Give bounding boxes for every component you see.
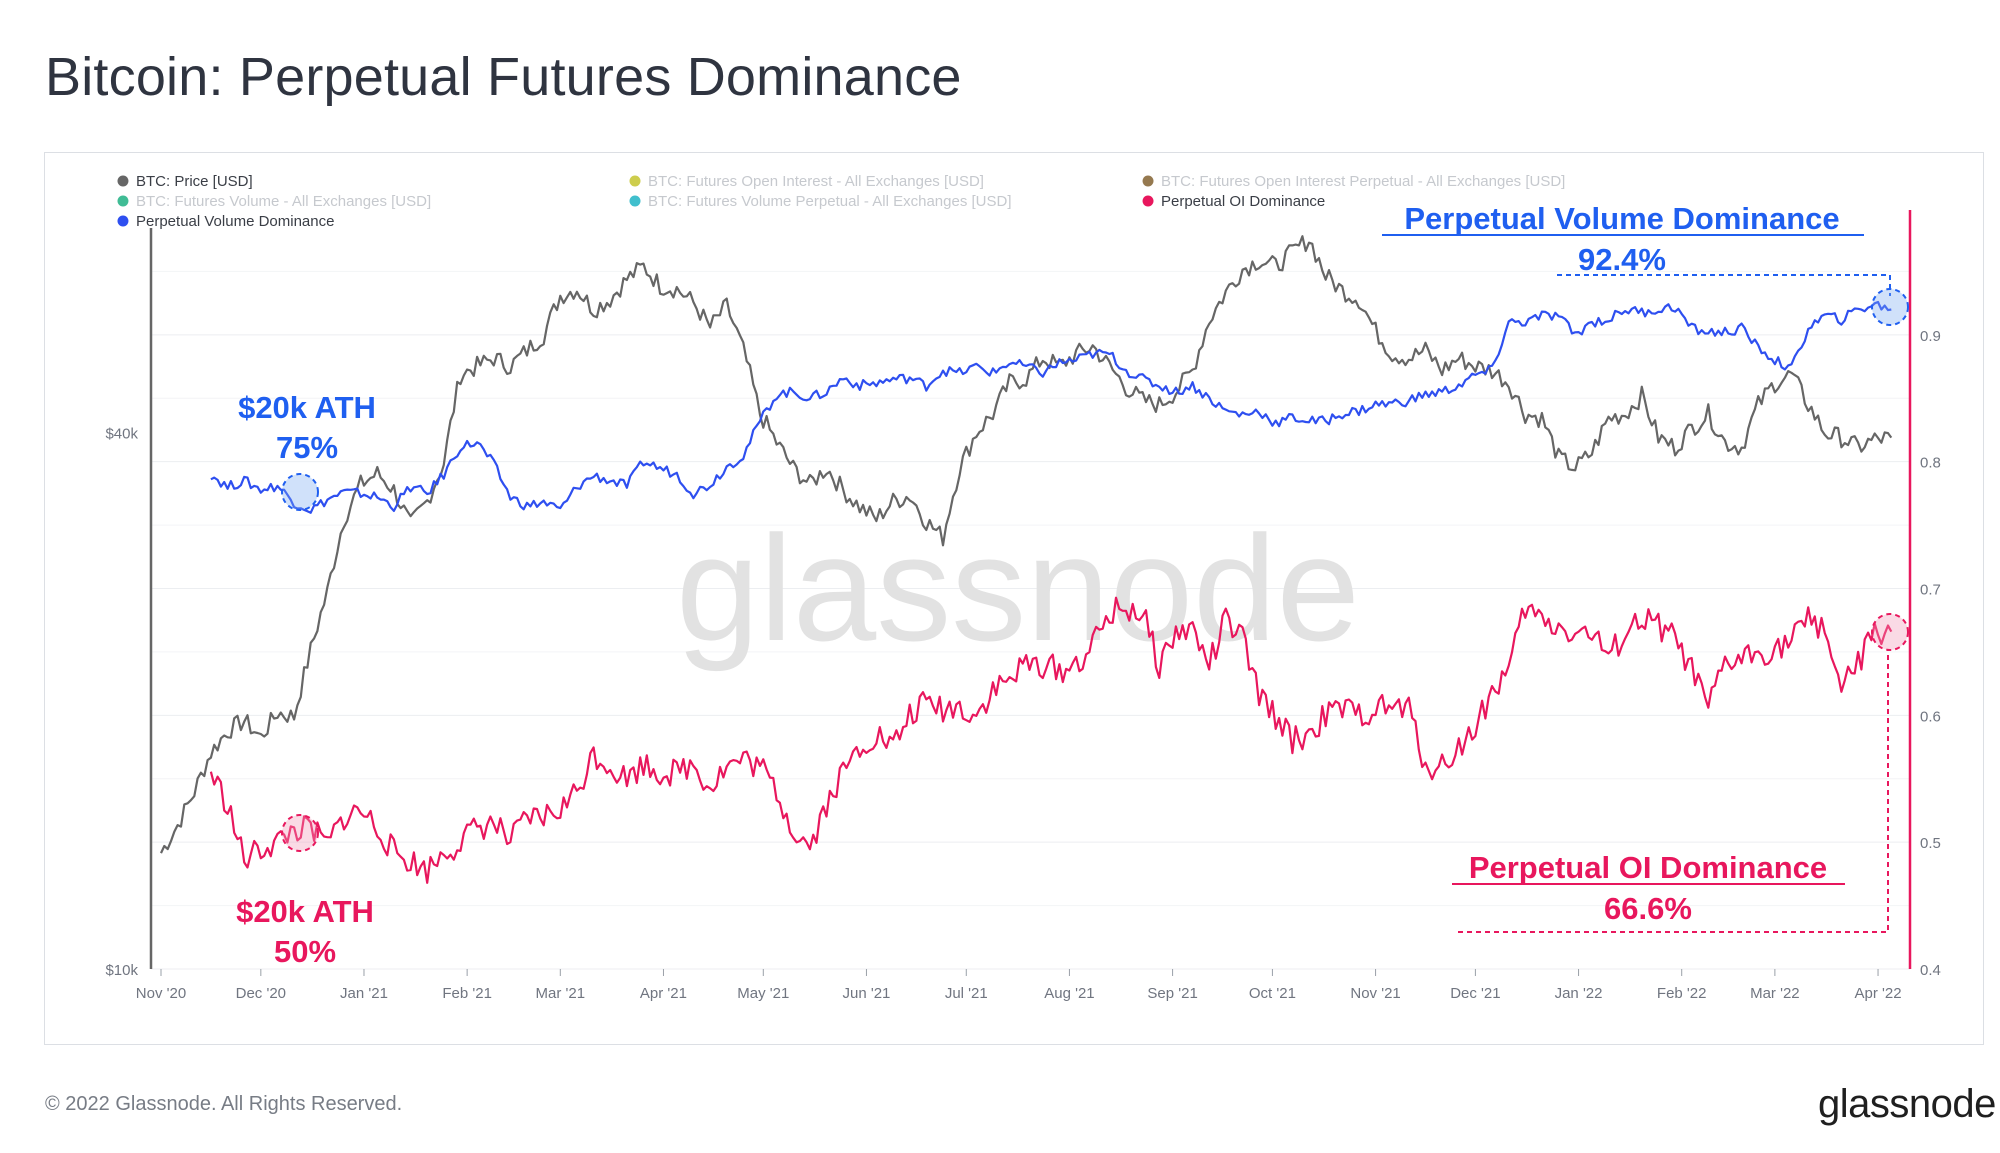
left-tick-label: $40k [105,426,138,443]
x-tick-label: Apr '22 [1855,985,1902,1002]
series-group [160,235,1893,884]
legend-marker [1142,175,1154,187]
copyright-footer: © 2022 Glassnode. All Rights Reserved. [45,1093,403,1115]
x-tick-label: Aug '21 [1044,985,1094,1002]
legend-marker [117,215,129,227]
legend-marker [629,195,641,207]
x-tick-label: Jun '21 [842,985,890,1002]
annotation-oi-now-value: 66.6% [1604,891,1692,926]
x-tick-label: Oct '21 [1249,985,1296,1002]
annotation-vol-now-title: Perpetual Volume Dominance [1404,201,1839,236]
series-line-btc-price-usd [160,235,1893,854]
annotation-oi-ath-marker [281,814,319,852]
series-line-perpetual-oi-dominance [209,596,1893,884]
legend-label: BTC: Futures Volume - All Exchanges [USD… [136,193,431,210]
x-tick-label: Jan '22 [1555,985,1603,1002]
annotation-oi-ath-title: $20k ATH [236,894,374,929]
legend: BTC: Price [USD] BTC: Futures Open Intere… [117,173,1565,230]
x-tick-label: Jan '21 [340,985,388,1002]
right-axis-ticks: 0.4 0.5 0.6 0.7 0.8 0.9 [1920,328,1941,979]
x-tick-label: Nov '20 [136,985,186,1002]
chart-panel [44,152,1984,1045]
annotation-oi-now-leader [1458,650,1889,933]
page-title: Bitcoin: Perpetual Futures Dominance [45,47,962,107]
annotation-oi-now-marker [1871,613,1909,651]
annotation-vol-ath-marker [281,473,319,511]
x-tick-label: Mar '22 [1750,985,1800,1002]
legend-marker [629,175,641,187]
gridlines [151,270,1910,970]
x-tick-label: Feb '21 [442,985,492,1002]
right-tick-label: 0.8 [1920,455,1941,472]
annotation-oi-ath-value: 50% [274,934,336,969]
legend-label: BTC: Futures Open Interest Perpetual - A… [1161,173,1565,190]
legend-label: BTC: Price [USD] [136,173,253,190]
annotation-vol-now-leader [1557,274,1891,296]
legend-label: BTC: Futures Volume Perpetual - All Exch… [648,193,1012,210]
left-tick-label: $10k [105,962,138,979]
watermark: glassnode [676,504,1360,672]
annotation-vol-ath-value: 75% [276,430,338,465]
x-tick-label: Sep '21 [1147,985,1197,1002]
right-tick-label: 0.9 [1920,328,1941,345]
series-line-perpetual-volume-dominance [210,300,1892,514]
annotation-oi-now-title: Perpetual OI Dominance [1469,850,1827,885]
x-tick-label: Apr '21 [640,985,687,1002]
x-tick-label: Nov '21 [1350,985,1400,1002]
right-tick-label: 0.4 [1920,962,1941,979]
right-tick-label: 0.7 [1920,582,1941,599]
legend-marker [1142,195,1154,207]
brand-logo: glassnode [1818,1082,1996,1126]
right-tick-label: 0.6 [1920,708,1941,725]
right-tick-label: 0.5 [1920,835,1941,852]
legend-marker [117,195,129,207]
legend-label: Perpetual Volume Dominance [136,213,334,230]
annotations: $20k ATH 75% $20k ATH 50% Perpetual Volume D… [236,201,1909,969]
x-tick-label: Dec '20 [236,985,286,1002]
legend-label: Perpetual OI Dominance [1161,193,1325,210]
x-tick-label: Mar '21 [536,985,586,1002]
x-tick-label: Dec '21 [1450,985,1500,1002]
annotation-vol-now-marker [1871,288,1909,326]
left-axis-ticks: $10k $40k [105,426,138,979]
x-tick-label: Jul '21 [945,985,988,1002]
annotation-vol-now-value: 92.4% [1578,242,1666,277]
x-axis-ticks: Nov '20 Dec '20 Jan '21 Feb '21 Mar '21 Apr '… [136,969,1902,1002]
legend-marker [117,175,129,187]
legend-label: BTC: Futures Open Interest - All Exchang… [648,173,984,190]
x-tick-label: May '21 [737,985,789,1002]
x-tick-label: Feb '22 [1657,985,1707,1002]
annotation-vol-ath-title: $20k ATH [238,390,376,425]
